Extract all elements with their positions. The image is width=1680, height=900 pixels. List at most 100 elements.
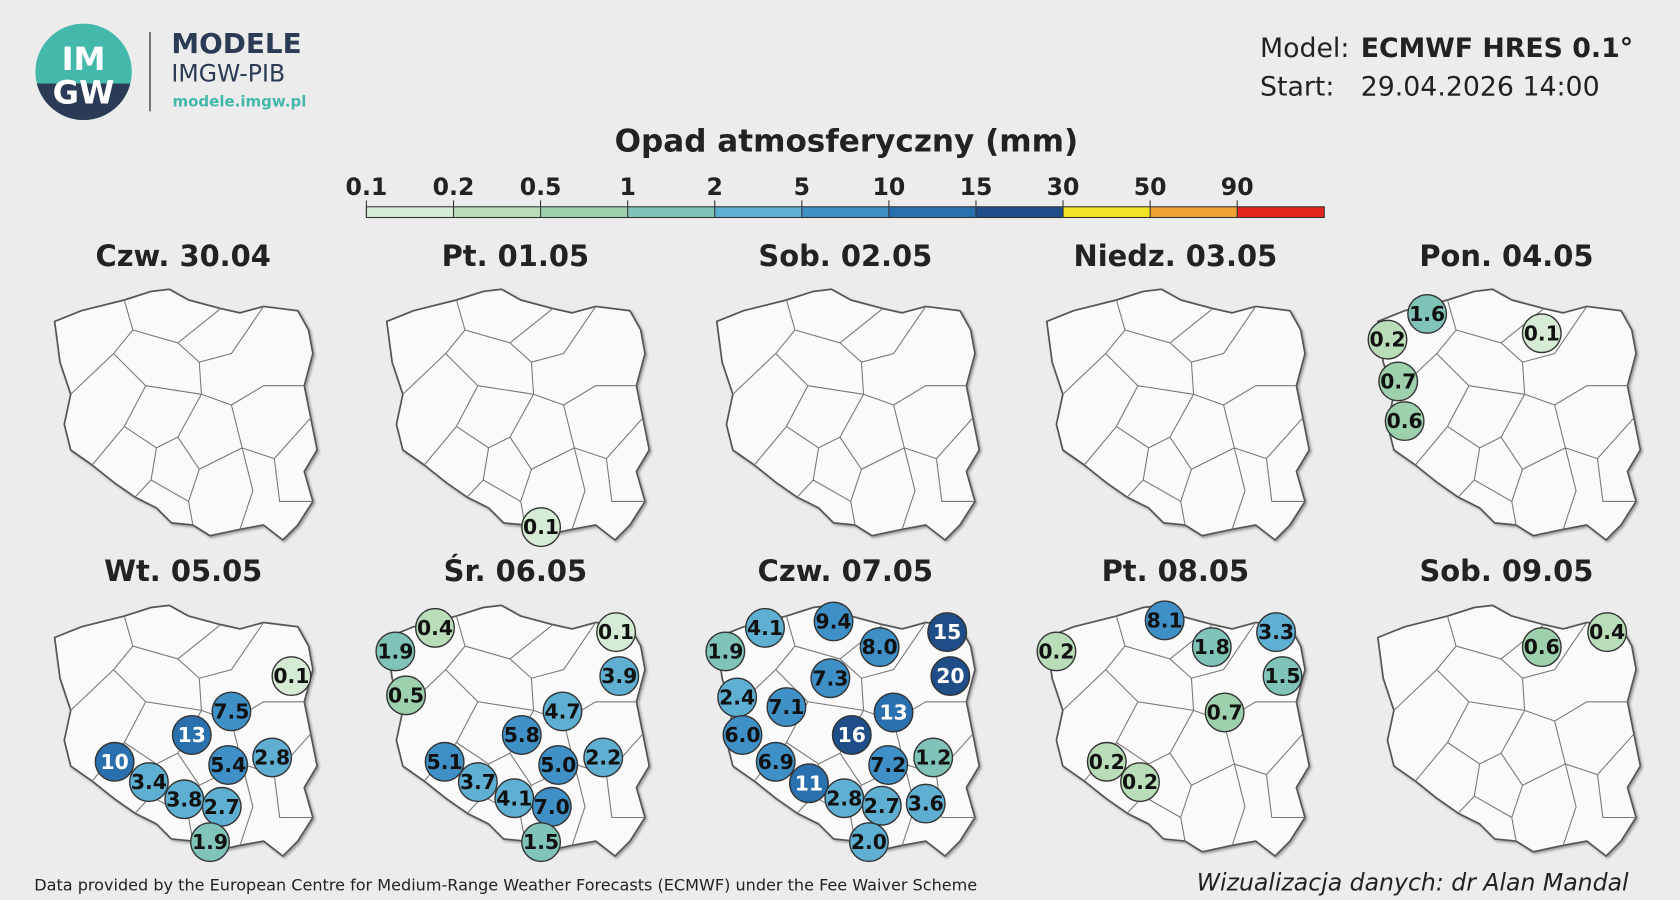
precip-bubble bbox=[375, 631, 416, 672]
precip-bubble bbox=[745, 607, 785, 648]
precip-label: 2.7 bbox=[864, 794, 900, 818]
legend-tick-label: 0.1 bbox=[346, 173, 388, 201]
start: 29.04.2026 14:00 bbox=[1361, 71, 1600, 102]
precip-bubble bbox=[930, 656, 971, 697]
precip-bubble bbox=[1036, 631, 1077, 672]
precip-label: 1.2 bbox=[915, 746, 951, 770]
precip-label: 0.5 bbox=[388, 683, 424, 707]
legend-segment bbox=[366, 206, 454, 218]
precip-bubble bbox=[538, 745, 579, 785]
precip-bubble bbox=[766, 687, 807, 728]
precip-bubble bbox=[873, 692, 914, 733]
precip-bubble bbox=[861, 785, 902, 826]
legend-tick-label: 10 bbox=[872, 173, 905, 201]
precip-label: 3.8 bbox=[166, 787, 202, 811]
panel-title: Czw. 07.05 bbox=[758, 554, 933, 588]
precip-bubble bbox=[386, 675, 427, 716]
precip-label: 15 bbox=[933, 620, 961, 644]
legend-tick-label: 30 bbox=[1047, 173, 1080, 201]
precip-bubble bbox=[1378, 361, 1419, 402]
precip-label: 3.9 bbox=[601, 664, 637, 688]
panel-title: Pt. 08.05 bbox=[1102, 554, 1249, 588]
precip-label: 13 bbox=[178, 723, 206, 747]
precip-label: 0.2 bbox=[1089, 750, 1125, 774]
precip-bubble bbox=[211, 691, 252, 732]
brand: MODELE bbox=[171, 27, 301, 60]
precip-label: 8.0 bbox=[862, 635, 898, 659]
precip-bubble bbox=[705, 631, 746, 672]
legend-segment bbox=[1063, 206, 1151, 218]
map bbox=[55, 289, 318, 540]
precip-bubble bbox=[599, 656, 640, 697]
precip-bubble bbox=[424, 741, 465, 782]
precip-label: 0.4 bbox=[1589, 620, 1625, 644]
precip-label: 7.2 bbox=[870, 753, 906, 777]
precip-bubble bbox=[1587, 612, 1628, 653]
map bbox=[387, 289, 650, 540]
panel-title: Sob. 02.05 bbox=[758, 239, 932, 273]
panel: Śr. 06.05 0.4 0.1 1.9 3.9 0.5 4.75.8 2.2 5.1 5.0 3… bbox=[375, 554, 649, 863]
precip-label: 4.1 bbox=[496, 786, 532, 810]
precip-bubble bbox=[755, 741, 796, 782]
precip-bubble bbox=[415, 607, 455, 648]
legend-title: Opad atmosferyczny (mm) bbox=[615, 124, 1079, 160]
panel-title: Pon. 04.05 bbox=[1419, 239, 1593, 273]
panels: Czw. 30.04 Pt. 01.05 0.1 Sob. 02.05 Niedz. 0… bbox=[55, 239, 1641, 863]
legend-tick-label: 50 bbox=[1134, 173, 1167, 201]
legend-segment bbox=[888, 206, 976, 218]
precip-label: 9.4 bbox=[816, 610, 852, 634]
legend-tick-label: 15 bbox=[960, 173, 993, 201]
panel-title: Śr. 06.05 bbox=[444, 554, 587, 588]
panel: Wt. 05.05 0.1 7.5 13 2.8 10 5.4 3.43.8 2.7 1.9 bbox=[55, 554, 318, 863]
precip-label: 1.5 bbox=[523, 830, 559, 854]
precip-label: 3.7 bbox=[460, 770, 496, 794]
precip-bubble bbox=[494, 778, 535, 819]
logo-text: GW bbox=[53, 73, 115, 111]
legend-tick-label: 0.2 bbox=[433, 173, 475, 201]
precip-bubble bbox=[859, 627, 900, 668]
precip-bubble bbox=[1086, 741, 1127, 782]
precip-bubble bbox=[1144, 600, 1185, 641]
precip-bubble bbox=[252, 737, 293, 778]
precip-label: 2.8 bbox=[826, 786, 862, 810]
precip-bubble bbox=[457, 762, 498, 803]
panel-title: Sob. 09.05 bbox=[1419, 554, 1593, 588]
precip-bubble bbox=[927, 612, 968, 653]
precip-bubble bbox=[1262, 656, 1303, 697]
start-label: Start: bbox=[1260, 71, 1334, 102]
map bbox=[717, 289, 980, 540]
precip-bubble bbox=[905, 783, 946, 824]
precip-label: 6.0 bbox=[724, 723, 760, 747]
precip-label: 6.9 bbox=[758, 750, 794, 774]
panel-title: Niedz. 03.05 bbox=[1074, 239, 1278, 273]
legend-tick-label: 2 bbox=[707, 173, 723, 201]
precip-label: 5.4 bbox=[210, 753, 246, 777]
model-label: Model: bbox=[1260, 33, 1349, 64]
precip-label: 20 bbox=[936, 664, 964, 688]
precip-bubble bbox=[831, 715, 872, 755]
precip-label: 16 bbox=[838, 723, 866, 747]
panel: Pon. 04.05 1.60.2 0.1 0.7 0.6 bbox=[1367, 239, 1640, 540]
precip-label: 4.7 bbox=[544, 700, 580, 724]
legend-segment bbox=[801, 206, 889, 218]
precip-label: 0.1 bbox=[523, 515, 559, 539]
legend-segment bbox=[975, 206, 1064, 218]
precip-label: 7.3 bbox=[812, 666, 848, 690]
precip-label: 2.4 bbox=[719, 686, 755, 710]
precip-label: 1.6 bbox=[1409, 302, 1445, 326]
precip-label: 0.1 bbox=[598, 620, 634, 644]
precip-bubble bbox=[913, 737, 954, 778]
precip-bubble bbox=[94, 741, 135, 782]
precip-bubble bbox=[208, 745, 249, 785]
precip-bubble bbox=[190, 822, 230, 863]
precip-label: 3.3 bbox=[1258, 620, 1294, 644]
precip-label: 1.9 bbox=[377, 640, 413, 664]
legend-segment bbox=[453, 206, 541, 218]
precip-label: 7.5 bbox=[213, 700, 249, 724]
precip-label: 0.4 bbox=[417, 616, 453, 640]
precip-bubble bbox=[722, 715, 763, 755]
precip-bubble bbox=[128, 762, 169, 803]
precip-label: 11 bbox=[795, 771, 823, 795]
panel: Sob. 09.05 0.6 0.4 bbox=[1378, 554, 1641, 856]
panel: Czw. 30.04 bbox=[55, 239, 318, 540]
